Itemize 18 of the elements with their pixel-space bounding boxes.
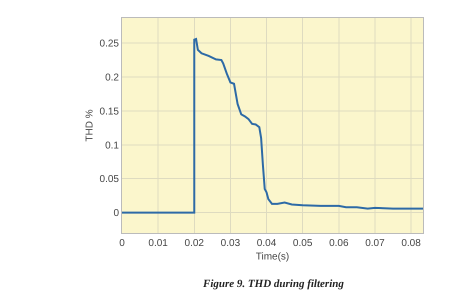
- x-tick-label: 0.07: [365, 238, 386, 249]
- x-tick-label: 0.04: [256, 238, 277, 249]
- y-tick-label: 0.2: [105, 72, 120, 84]
- y-tick-label: 0.05: [100, 174, 120, 186]
- line-series: [122, 38, 423, 214]
- x-tick-label: 0.05: [292, 238, 313, 249]
- caption: Figure 9. THD during filtering: [202, 278, 344, 290]
- x-tick-label: 0.08: [401, 238, 422, 249]
- y-tick-label: 0.1: [105, 140, 120, 152]
- y-tick-label: 0.25: [100, 38, 120, 50]
- x-tick-label: 0.01: [148, 238, 168, 249]
- x-tick-label: 0.03: [220, 238, 241, 249]
- x-tick-label: 0.06: [329, 238, 349, 249]
- y-tick-label: 0.15: [100, 106, 120, 118]
- y-tick-label: 0: [113, 208, 120, 220]
- x-axis-title: Time(s): [256, 252, 290, 262]
- x-tick-label: 0.02: [184, 238, 204, 249]
- y-axis-title: THD %: [84, 109, 96, 142]
